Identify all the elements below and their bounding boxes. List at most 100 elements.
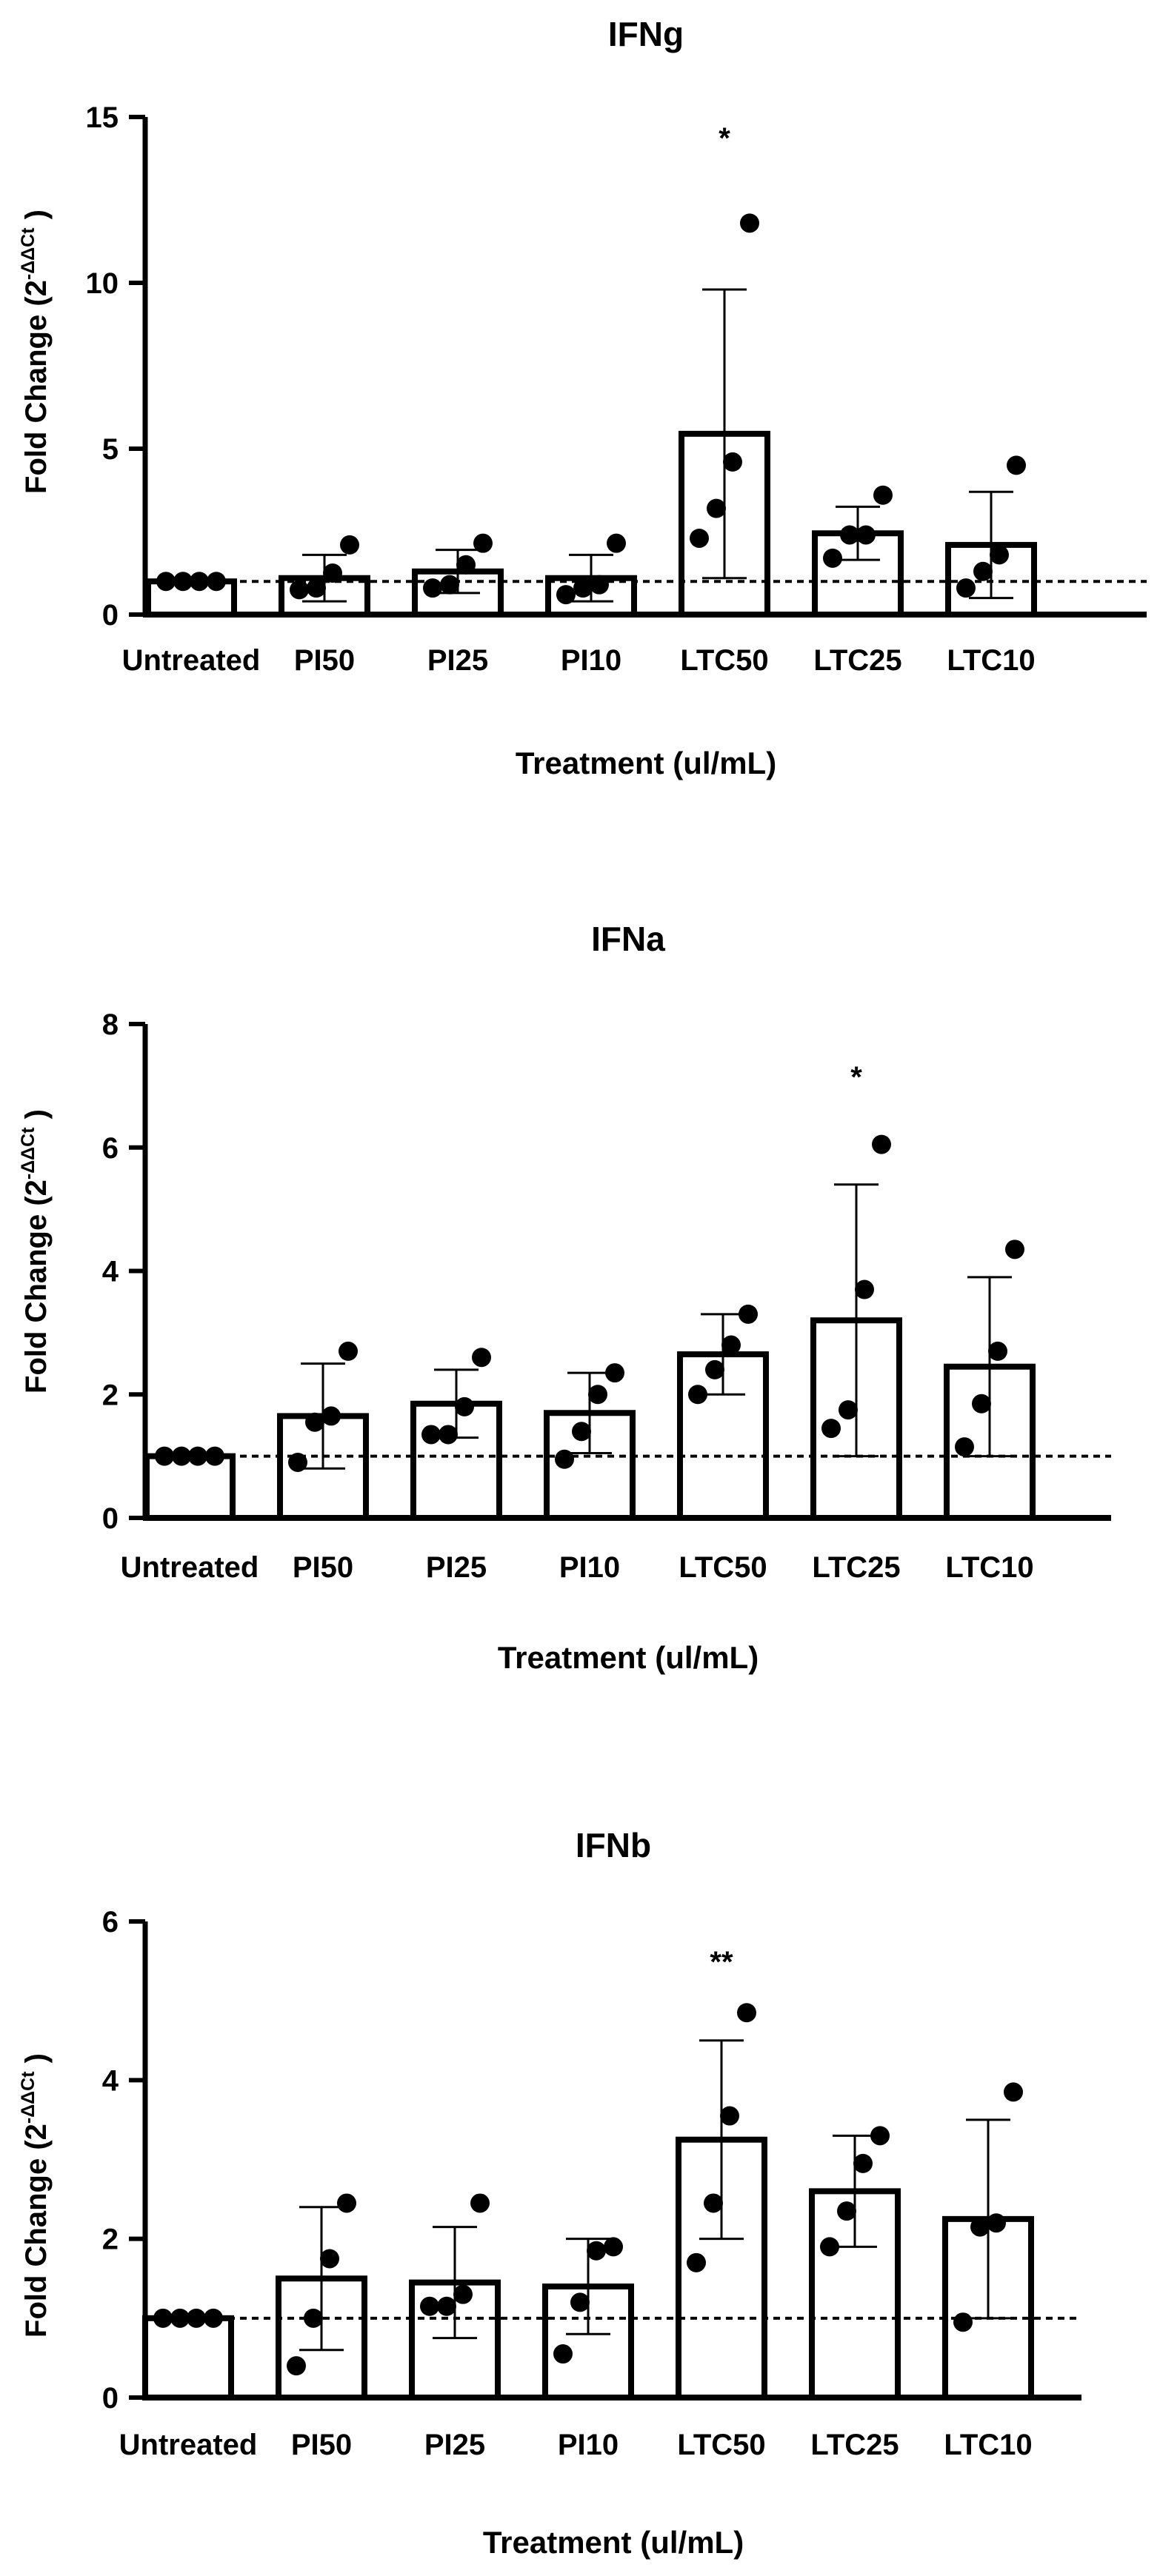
data-point (453, 2284, 473, 2304)
data-point (305, 1412, 324, 1432)
x-tick-label: Untreated (119, 2429, 258, 2461)
y-tick-label: 0 (102, 2382, 119, 2415)
data-point (1007, 455, 1026, 475)
data-point (956, 578, 976, 598)
data-point (723, 452, 742, 472)
data-point (740, 213, 759, 233)
x-tick-label: PI50 (294, 644, 355, 677)
chart-title: IFNb (576, 1826, 651, 1864)
x-tick-label: PI10 (558, 2429, 619, 2461)
significance-marker: * (850, 1061, 862, 1094)
data-point (290, 580, 309, 600)
data-point (455, 1396, 474, 1416)
data-point (873, 485, 893, 505)
significance-marker: ** (710, 1946, 733, 1978)
data-point (472, 1348, 491, 1368)
y-tick-label: 2 (102, 1379, 119, 1411)
data-point (321, 1406, 341, 1426)
data-point (204, 2308, 223, 2328)
x-tick-label: LTC25 (813, 644, 901, 677)
chart-panel-ifng: IFNg Fold Change (2-ΔΔCt ) Treatment (ul… (18, 15, 1147, 780)
data-point (839, 1400, 858, 1420)
data-point (439, 1425, 458, 1445)
y-tick-label: 6 (102, 1906, 119, 1938)
data-point (855, 1279, 874, 1299)
chart-title: IFNa (591, 920, 665, 958)
x-tick-label: PI50 (291, 2429, 352, 2461)
y-axis-label: Fold Change (2-ΔΔCt ) (18, 210, 53, 494)
data-point (972, 1394, 991, 1414)
y-tick-label: 2 (102, 2224, 119, 2256)
data-point (456, 555, 476, 575)
data-point (687, 2252, 706, 2272)
data-point (870, 2126, 890, 2146)
data-point (690, 528, 709, 548)
y-tick-label: 0 (102, 1502, 119, 1535)
data-point (587, 2241, 606, 2261)
data-point (573, 578, 593, 598)
data-point (721, 1335, 741, 1355)
data-point (970, 2217, 990, 2237)
data-point (955, 1437, 974, 1457)
data-point (688, 1385, 707, 1405)
data-point (470, 2193, 490, 2213)
x-tick-label: LTC25 (812, 1551, 900, 1584)
data-point (823, 548, 842, 568)
y-tick-label: 6 (102, 1132, 119, 1165)
data-point (705, 1359, 724, 1379)
data-point (572, 1422, 591, 1442)
data-point (440, 575, 459, 595)
chart-panel-ifnb: IFNb Fold Change (2-ΔΔCt ) Treatment (ul… (18, 1826, 1081, 2560)
y-tick-label: 10 (86, 267, 119, 300)
data-point (323, 563, 342, 583)
y-tick-label: 0 (102, 599, 119, 632)
data-point (953, 2312, 973, 2332)
x-axis-label: Treatment (ul/mL) (516, 746, 776, 780)
x-tick-label: PI25 (426, 1551, 487, 1584)
x-tick-label: LTC25 (810, 2429, 899, 2461)
bar-untreated (142, 2315, 234, 2401)
data-point (605, 1363, 624, 1383)
data-point (155, 1446, 174, 1466)
bar-untreated (144, 1453, 236, 1521)
data-point (590, 575, 609, 595)
x-tick-label: LTC50 (679, 1551, 767, 1584)
x-tick-label: PI10 (561, 644, 621, 677)
data-point (555, 1449, 574, 1469)
data-point (437, 2296, 456, 2316)
data-point (339, 1341, 358, 1361)
data-point (170, 2308, 190, 2328)
y-tick-label: 4 (102, 2064, 119, 2097)
chart-title: IFNg (608, 15, 684, 53)
data-point (704, 2193, 723, 2213)
significance-marker: * (719, 122, 730, 155)
data-point (337, 2193, 356, 2213)
y-tick-label: 8 (102, 1008, 119, 1041)
data-point (987, 2213, 1006, 2233)
x-tick-label: PI10 (559, 1551, 620, 1584)
data-point (320, 2249, 339, 2269)
x-tick-label: LTC50 (680, 644, 768, 677)
x-tick-label: LTC10 (944, 2429, 1032, 2461)
x-tick-label: Untreated (122, 644, 261, 677)
y-tick-label: 4 (102, 1256, 119, 1288)
data-point (156, 572, 176, 592)
data-point (604, 2237, 623, 2257)
data-point (420, 2296, 439, 2316)
data-point (1005, 1240, 1024, 1259)
data-point (856, 525, 876, 545)
data-point (990, 545, 1009, 565)
data-point (556, 585, 576, 605)
x-axis-label: Treatment (ul/mL) (498, 1640, 759, 1675)
data-point (820, 2237, 839, 2257)
data-point (570, 2292, 590, 2312)
x-tick-label: LTC10 (947, 644, 1035, 677)
data-point (988, 1341, 1007, 1361)
x-tick-label: Untreated (121, 1551, 259, 1584)
x-axis-label: Treatment (ul/mL) (483, 2525, 744, 2560)
y-axis-label: Fold Change (2-ΔΔCt ) (18, 1109, 53, 1394)
y-axis-label: Fold Change (2-ΔΔCt ) (18, 2053, 53, 2338)
data-point (473, 533, 493, 553)
data-point (821, 1419, 841, 1439)
